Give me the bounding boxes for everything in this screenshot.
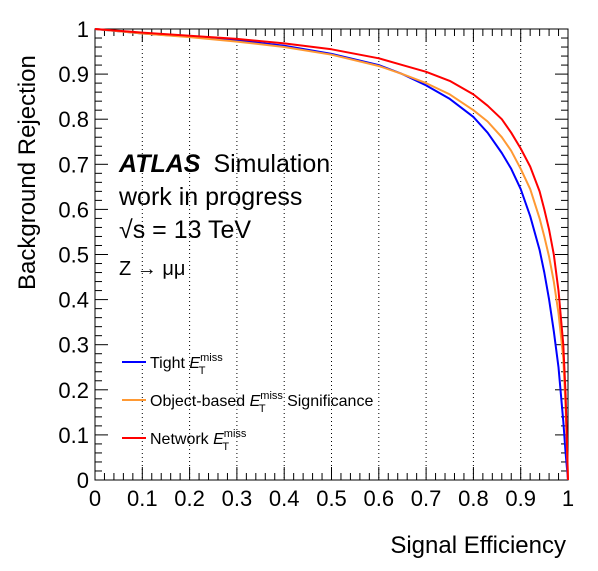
y-tick-label: 0.2 [58,378,89,403]
legend-subscript: T [259,403,266,415]
x-tick-label: 0 [89,486,101,511]
y-tick-label: 0.5 [58,243,89,268]
legend-suffix: Significance [283,393,374,410]
x-tick-label: 0.5 [316,486,347,511]
atlas-label: ATLAS Simulation [118,150,330,178]
x-tick-label: 0.2 [174,486,205,511]
y-tick-label: 1 [77,17,89,42]
x-axis-title: Signal Efficiency [390,532,566,559]
energy-label: √s = 13 TeV [119,216,251,244]
series-lines [94,28,569,481]
x-tick-label: 0.7 [411,486,442,511]
x-tick-label: 0.9 [505,486,536,511]
grid [141,29,522,480]
x-tick-label: 0.6 [364,486,395,511]
series-line [94,28,569,481]
y-axis-title: Background Rejection [14,55,41,290]
legend-superscript: miss [224,428,247,440]
y-tick-label: 0.7 [58,152,89,177]
legend-prefix: Object-based [150,393,250,410]
y-tick-label: 0 [77,468,89,493]
legend-subscript: T [199,365,206,377]
plot-frame [94,28,569,481]
legend-symbol: E [189,355,200,372]
y-tick-label: 0.6 [58,197,89,222]
legend-label: Tight Emiss T [150,352,223,377]
legend-superscript: miss [260,390,283,402]
y-tick-label: 0.8 [58,107,89,132]
atlas-experiment: ATLAS [118,150,201,178]
legend-symbol: E [213,431,224,448]
x-tick-label: 0.4 [269,486,300,511]
y-tick-labels: 0 0.1 0.2 0.3 0.4 0.5 0.6 0.7 0.8 0.9 1 [58,17,89,493]
y-tick-label: 0.9 [58,62,89,87]
legend-symbol: E [250,393,261,410]
legend-subscript: T [222,441,229,453]
y-tick-label: 0.1 [58,423,89,448]
process-label: Z → μμ [119,258,185,280]
x-tick-label: 0.3 [222,486,253,511]
legend-label: Network Emiss T [150,428,247,453]
series-line [94,28,569,481]
x-tick-label: 1 [562,486,574,511]
legend-label: Object-based Emiss T Significance [150,390,373,415]
legend-prefix: Tight [150,355,189,372]
x-tick-label: 0.8 [458,486,489,511]
legend-superscript: miss [200,352,223,364]
x-tick-label: 0.1 [127,486,158,511]
x-tick-labels: 0 0.1 0.2 0.3 0.4 0.5 0.6 0.7 0.8 0.9 1 [89,486,574,511]
y-tick-label: 0.4 [58,288,89,313]
atlas-suffix: Simulation [213,150,330,178]
status-label: work in progress [118,183,302,211]
legend-prefix: Network [150,431,213,448]
series-line [94,28,569,481]
axis-ticks [94,28,569,481]
y-tick-label: 0.3 [58,333,89,358]
